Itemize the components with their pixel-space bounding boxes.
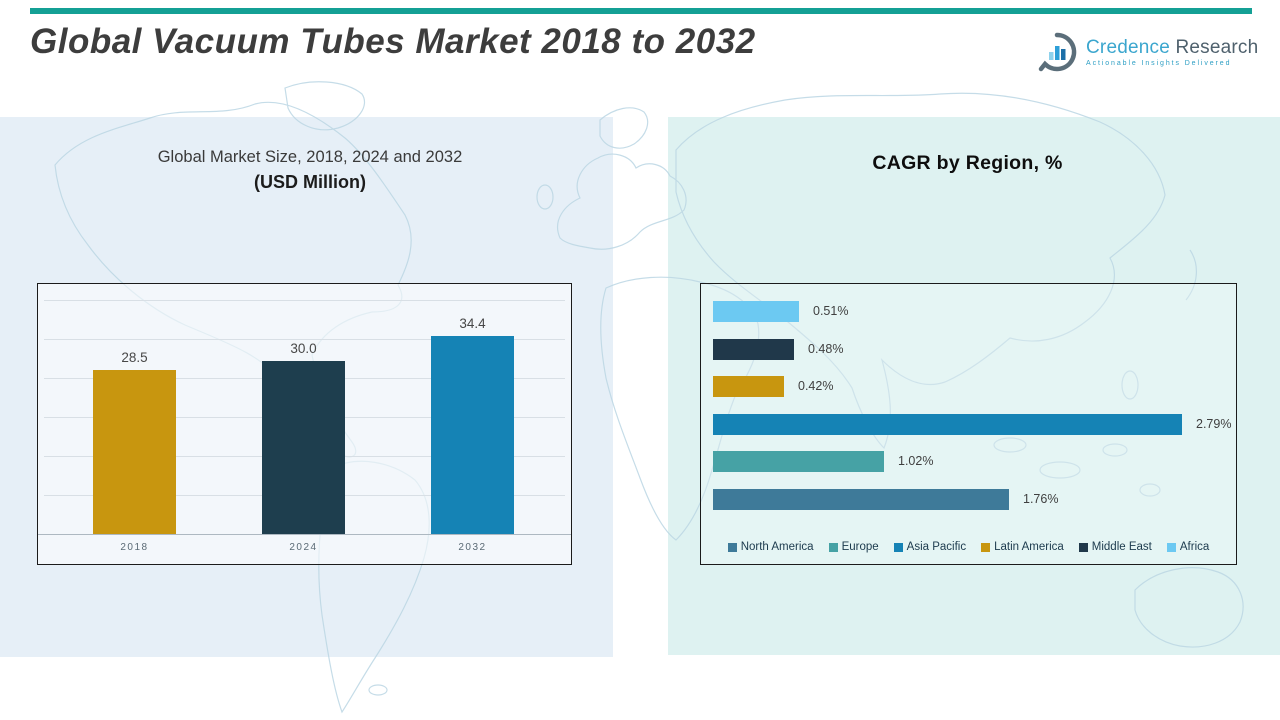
legend-item-middle-east: Middle East: [1078, 541, 1152, 553]
logo-chart-icon: [1038, 32, 1077, 72]
legend-swatch: [828, 542, 838, 552]
top-accent-bar: [30, 8, 1252, 14]
logo-tagline: Actionable Insights Delivered: [1086, 59, 1232, 67]
legend-item-asia-pacific: Asia Pacific: [893, 541, 967, 553]
page-title: Global Vacuum Tubes Market 2018 to 2032: [30, 22, 756, 61]
market-size-heading: Global Market Size, 2018, 2024 and 2032 …: [60, 148, 560, 193]
logo-brand-primary: Credence: [1086, 36, 1170, 58]
legend-label: Latin America: [994, 541, 1064, 553]
cagr-heading: CAGR by Region, %: [872, 152, 1063, 174]
bar-europe: [713, 451, 884, 472]
legend-swatch: [981, 542, 991, 552]
legend-swatch: [893, 542, 903, 552]
bar-north-america: [713, 489, 1009, 510]
legend-swatch: [1166, 542, 1176, 552]
bar-value-label: 0.51%: [813, 304, 849, 318]
bar-africa: [713, 301, 799, 322]
bar-value-label: 2.79%: [1196, 417, 1232, 431]
market-size-chart: 28.5 2018 30.0 2024 34.4 2032: [37, 283, 572, 565]
x-axis-label: 2018: [120, 542, 149, 553]
brand-logo: Credence Research Actionable Insights De…: [1036, 28, 1266, 76]
x-axis-line: [38, 534, 571, 535]
legend-swatch: [727, 542, 737, 552]
bar-value-label: 0.42%: [798, 379, 834, 393]
bar-2024: [262, 361, 345, 534]
x-axis-label: 2024: [289, 542, 318, 553]
bar-value-label: 34.4: [459, 316, 486, 331]
market-size-heading-line2: (USD Million): [254, 172, 366, 192]
logo-brand-name: Credence Research: [1086, 38, 1258, 57]
legend-label: Middle East: [1091, 541, 1152, 553]
bar-value-label: 30.0: [290, 341, 317, 356]
legend-label: Asia Pacific: [906, 541, 967, 553]
legend-label: Europe: [841, 541, 879, 553]
legend-label: Africa: [1179, 541, 1210, 553]
bar-value-label: 0.48%: [808, 342, 844, 356]
cagr-chart: North America Europe Asia Pacific Latin Ame…: [700, 283, 1237, 565]
legend-label: North America: [740, 541, 814, 553]
logo-brand-secondary: Research: [1175, 36, 1259, 58]
cagr-legend: North America Europe Asia Pacific Latin Ame…: [701, 541, 1236, 553]
bar-value-label: 1.76%: [1023, 492, 1059, 506]
gridline: [44, 300, 565, 301]
bar-2018: [93, 370, 176, 534]
x-axis-label: 2032: [458, 542, 487, 553]
bar-value-label: 1.02%: [898, 454, 934, 468]
legend-swatch: [1078, 542, 1088, 552]
legend-item-europe: Europe: [828, 541, 879, 553]
bar-middle-east: [713, 339, 794, 360]
legend-item-latin-america: Latin America: [981, 541, 1064, 553]
logo-words: Credence Research Actionable Insights De…: [1086, 38, 1258, 67]
legend-item-africa: Africa: [1166, 541, 1210, 553]
legend-item-north-america: North America: [727, 541, 814, 553]
market-size-heading-line1: Global Market Size, 2018, 2024 and 2032: [157, 148, 463, 166]
bar-asia-pacific: [713, 414, 1182, 435]
gridline: [44, 339, 565, 340]
bar-latin-america: [713, 376, 784, 397]
bar-2032: [431, 336, 514, 534]
map-falklands: [368, 684, 388, 696]
bar-value-label: 28.5: [121, 350, 148, 365]
